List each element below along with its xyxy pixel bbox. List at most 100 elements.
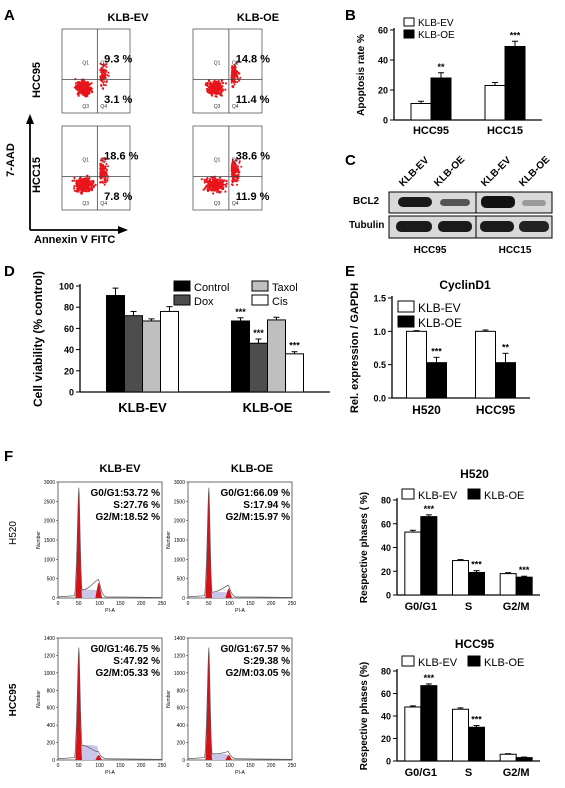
dot: [215, 89, 218, 92]
bar: [499, 753, 517, 762]
quadrant-label-q4: Q4: [232, 104, 239, 110]
quadrant-label-q3: Q3: [214, 201, 221, 207]
dot: [202, 188, 205, 191]
dot: [107, 71, 110, 74]
dot: [90, 180, 93, 183]
dot: [236, 183, 239, 186]
y-tick-label: 2500: [174, 499, 185, 505]
y-tick-label: 800: [177, 688, 186, 694]
dot: [99, 76, 102, 79]
dot: [230, 81, 233, 84]
col-header-klb-oe: KLB-OE: [237, 12, 279, 24]
dot: [74, 86, 77, 89]
y-tick-label: 100: [59, 282, 74, 292]
dot: [90, 187, 93, 190]
dot: [230, 76, 233, 79]
dot: [230, 165, 233, 167]
dot: [93, 184, 96, 188]
dot: [224, 82, 227, 85]
phase-g2m-text: G2/M:05.33 %: [96, 668, 161, 679]
y-tick-label: 1000: [44, 671, 55, 677]
dot: [211, 181, 214, 184]
dot: [210, 94, 214, 97]
legend-swatch: [251, 280, 269, 292]
dot: [207, 188, 210, 191]
dot: [102, 63, 105, 66]
y-tick-label: 1000: [174, 557, 185, 563]
bar: [495, 362, 516, 399]
y-tick-label: 2000: [174, 519, 185, 525]
dot: [209, 184, 212, 188]
phase-s-text: S:27.76 %: [113, 500, 160, 511]
x-tick-label: 0: [57, 601, 60, 607]
band: [480, 221, 514, 232]
bar: [160, 310, 179, 393]
dot: [88, 87, 91, 90]
y-tick-label: 1200: [174, 653, 185, 659]
dot: [217, 181, 220, 184]
chart-title: HCC95: [455, 637, 495, 651]
dot: [216, 189, 219, 192]
dot: [106, 179, 109, 182]
dot: [81, 84, 84, 87]
y-axis-label: Respective phases (%): [359, 662, 370, 770]
dot: [216, 190, 219, 194]
dot: [103, 167, 106, 170]
x-tick-label: 100: [95, 601, 104, 607]
phase-g0g1-peak: [205, 650, 213, 760]
bar: [426, 362, 447, 399]
dot: [99, 62, 102, 65]
lane-label: KLB-OE: [432, 154, 467, 189]
dot: [210, 176, 213, 179]
quadrant-value-upper: 18.6 %: [104, 151, 138, 163]
dot: [73, 179, 76, 182]
dot: [85, 187, 88, 190]
dot: [83, 185, 86, 188]
dot: [232, 77, 235, 80]
dot: [233, 81, 235, 84]
y-tick-label: 0: [386, 757, 391, 767]
dot: [104, 173, 106, 176]
dot: [236, 166, 239, 168]
x-arrow-head: [118, 226, 128, 234]
quadrant-label-q3: Q3: [82, 104, 89, 110]
dot: [105, 163, 108, 165]
dot: [239, 76, 242, 79]
dot: [99, 167, 102, 170]
dot: [221, 179, 224, 182]
quadrant-label-q1: Q1: [82, 60, 89, 66]
col-header-klb-ev: KLB-EV: [108, 12, 150, 24]
dot: [209, 181, 212, 184]
y-tick-label: 60: [378, 26, 388, 36]
dot: [104, 84, 107, 87]
y-tick-label: 1500: [174, 538, 185, 544]
histogram-frame: [57, 637, 163, 761]
dot-plot: Q1 Q2 Q3 Q4 14.8 % 11.4 %: [192, 28, 270, 114]
dot: [235, 171, 238, 174]
dot: [236, 81, 239, 83]
phase-s-area: [209, 753, 228, 760]
dot: [79, 191, 82, 194]
dot: [240, 165, 243, 168]
dot: [103, 178, 106, 181]
blot-group-hcc15: HCC15: [499, 245, 532, 256]
significance-mark: ***: [289, 341, 300, 351]
legend-swatch: [397, 315, 415, 328]
dot: [84, 181, 88, 184]
dot: [90, 82, 93, 85]
x-tick-label: 100: [95, 763, 104, 769]
dot: [234, 71, 237, 74]
dot: [84, 84, 87, 87]
phase-s-area: [79, 589, 98, 598]
phase-s-area: [209, 592, 228, 598]
dot: [78, 183, 81, 186]
x-tick-label: KLB-OE: [243, 400, 293, 415]
x-tick-label: 50: [76, 763, 82, 769]
dot: [219, 186, 222, 189]
y-tick-label: 0: [52, 758, 55, 764]
dot: [77, 94, 80, 97]
bar: [515, 576, 533, 596]
x-tick-label: 100: [225, 601, 234, 607]
bar: [406, 330, 427, 399]
legend-swatch: [173, 280, 191, 292]
